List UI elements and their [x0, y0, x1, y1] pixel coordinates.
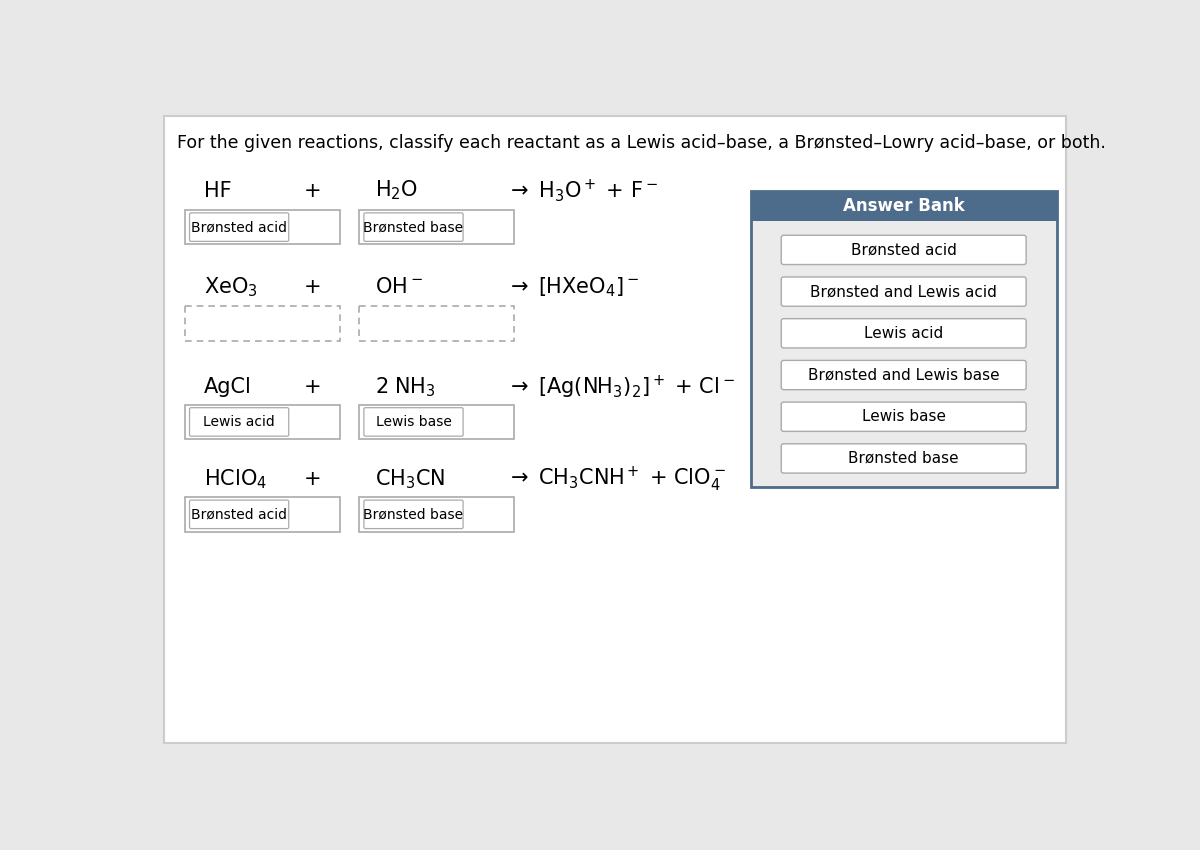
Text: Lewis acid: Lewis acid	[864, 326, 943, 341]
Bar	[751, 190, 1057, 221]
FancyBboxPatch shape	[190, 408, 289, 436]
Text: Brønsted and Lewis base: Brønsted and Lewis base	[808, 367, 1000, 382]
Bar	[359, 405, 515, 439]
Text: HClO$_4$: HClO$_4$	[204, 468, 268, 491]
FancyBboxPatch shape	[190, 212, 289, 241]
FancyBboxPatch shape	[364, 408, 463, 436]
Text: CH$_3$CN: CH$_3$CN	[374, 468, 445, 491]
Bar	[185, 306, 340, 341]
Text: Brønsted acid: Brønsted acid	[851, 242, 956, 258]
Text: +: +	[304, 277, 322, 297]
FancyBboxPatch shape	[781, 235, 1026, 264]
Bar	[185, 210, 340, 245]
Text: Brønsted base: Brønsted base	[364, 220, 463, 234]
Bar	[185, 497, 340, 531]
Text: AgCl: AgCl	[204, 377, 252, 397]
FancyBboxPatch shape	[781, 319, 1026, 348]
FancyBboxPatch shape	[781, 277, 1026, 306]
Text: XeO$_3$: XeO$_3$	[204, 275, 258, 298]
Text: Brønsted base: Brønsted base	[364, 507, 463, 521]
Text: Brønsted and Lewis acid: Brønsted and Lewis acid	[810, 284, 997, 299]
FancyBboxPatch shape	[364, 500, 463, 529]
FancyBboxPatch shape	[781, 402, 1026, 431]
FancyBboxPatch shape	[190, 500, 289, 529]
Text: $\rightarrow$ CH$_3$CNH$^+$ + ClO$_4^-$: $\rightarrow$ CH$_3$CNH$^+$ + ClO$_4^-$	[506, 465, 726, 494]
Text: Lewis acid: Lewis acid	[203, 415, 275, 429]
Text: H$_2$O: H$_2$O	[374, 178, 418, 202]
Text: Brønsted acid: Brønsted acid	[191, 220, 287, 234]
Bar	[185, 405, 340, 439]
Text: $\rightarrow$ [HXeO$_4$]$^-$: $\rightarrow$ [HXeO$_4$]$^-$	[506, 275, 640, 298]
Text: $\rightarrow$ H$_3$O$^+$ + F$^-$: $\rightarrow$ H$_3$O$^+$ + F$^-$	[506, 177, 659, 204]
Text: +: +	[304, 469, 322, 490]
Bar	[359, 306, 515, 341]
Text: Brønsted base: Brønsted base	[848, 451, 959, 466]
Bar	[359, 497, 515, 531]
Text: Lewis base: Lewis base	[376, 415, 451, 429]
Bar	[359, 210, 515, 245]
FancyBboxPatch shape	[364, 212, 463, 241]
Text: +: +	[304, 180, 322, 201]
Text: Lewis base: Lewis base	[862, 409, 946, 424]
Text: HF: HF	[204, 180, 232, 201]
FancyBboxPatch shape	[781, 360, 1026, 389]
Bar	[751, 190, 1057, 487]
Text: Brønsted acid: Brønsted acid	[191, 507, 287, 521]
Text: +: +	[304, 377, 322, 397]
Text: OH$^-$: OH$^-$	[374, 277, 422, 297]
FancyBboxPatch shape	[781, 444, 1026, 473]
Text: $\rightarrow$ [Ag(NH$_3$)$_2$]$^+$ + Cl$^-$: $\rightarrow$ [Ag(NH$_3$)$_2$]$^+$ + Cl$…	[506, 373, 736, 400]
Text: For the given reactions, classify each reactant as a Lewis acid–base, a Brønsted: For the given reactions, classify each r…	[178, 134, 1106, 152]
Text: Answer Bank: Answer Bank	[842, 197, 965, 215]
Text: 2 NH$_3$: 2 NH$_3$	[374, 375, 436, 399]
